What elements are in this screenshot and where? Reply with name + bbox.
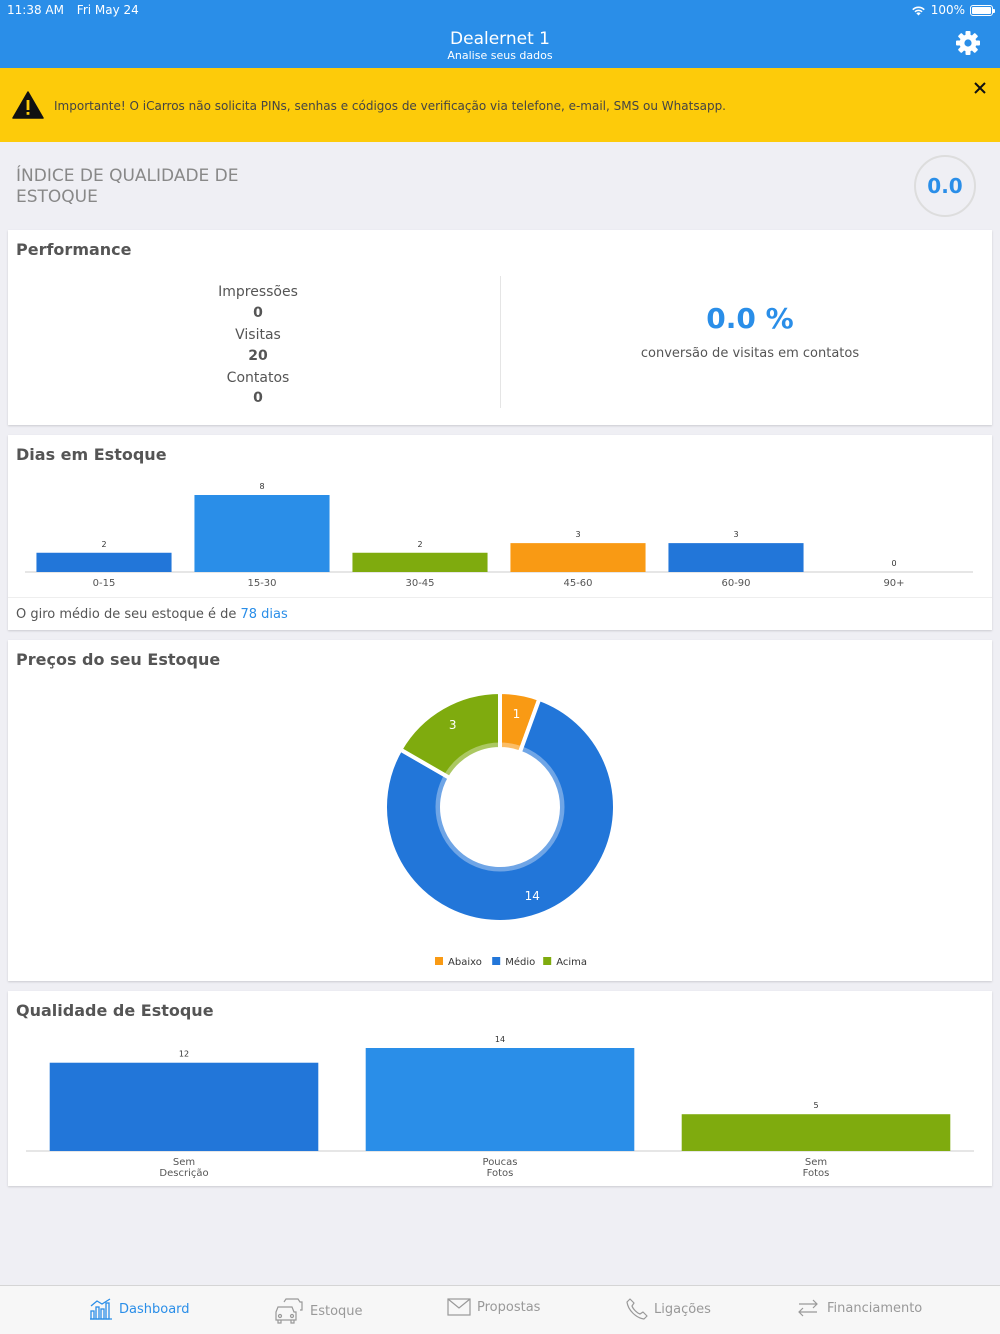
tab-bar: Dashboard Estoque Propostas Ligações: [0, 1285, 1000, 1334]
bar-value-label-0: 2: [101, 540, 106, 549]
bar-1: [365, 1048, 635, 1151]
warning-icon: [12, 91, 44, 119]
exchange-icon: [798, 1299, 818, 1317]
warning-banner: [0, 68, 1000, 142]
status-time: 11:38 AM: [7, 3, 64, 17]
bar-value-label-2: 5: [813, 1101, 818, 1110]
legend-swatch-abaixo: [435, 957, 443, 965]
tab-dashboard[interactable]: Dashboard: [89, 1298, 190, 1320]
tab-ligacoes[interactable]: Ligações: [626, 1298, 711, 1320]
stock-quality-card: Qualidade de Estoque 12 Sem Descrição 14 Pou…: [8, 991, 992, 1186]
contacts-value: 0: [253, 390, 263, 406]
bar-value-label-1: 14: [495, 1035, 505, 1044]
category-label-5: 90+: [883, 578, 904, 589]
bar-0: [36, 552, 172, 572]
visits-label: Visitas: [235, 327, 281, 343]
impressions-value: 0: [253, 305, 263, 321]
donut-label-acima: 3: [449, 718, 457, 732]
gear-icon[interactable]: [955, 30, 981, 56]
battery-icon: [970, 4, 995, 16]
days-in-stock-card: Dias em Estoque 2 0-15 8 15-30 2 30-45 3 45-60 3…: [8, 435, 992, 630]
legend-label-médio: Médio: [505, 956, 535, 968]
close-icon[interactable]: [972, 80, 988, 96]
category-label-0-0: Sem: [173, 1157, 195, 1168]
bar-0: [49, 1062, 319, 1151]
visits-value: 20: [248, 348, 268, 364]
impressions-label: Impressões: [218, 284, 298, 300]
legend-label-acima: Acima: [556, 957, 587, 968]
bar-value-label-0: 12: [179, 1050, 189, 1059]
bar-value-label-3: 3: [575, 530, 580, 539]
performance-divider: [500, 276, 501, 408]
app-title: Dealernet 1: [450, 29, 550, 49]
bar-4: [668, 543, 804, 572]
cars-icon: [275, 1298, 303, 1324]
bar-2: [352, 552, 488, 572]
tab-ligacoes-label: Ligações: [654, 1301, 711, 1317]
prices-title: Preços do seu Estoque: [16, 650, 221, 669]
bar-3: [510, 543, 646, 572]
wifi-icon: [911, 5, 925, 15]
stock-quality-title: Qualidade de Estoque: [16, 1001, 214, 1020]
envelope-icon: [447, 1298, 471, 1316]
contacts-label: Contatos: [226, 370, 290, 386]
status-date: Fri May 24: [76, 3, 139, 17]
legend-swatch-médio: [492, 957, 501, 965]
top-bar: 11:38 AM Fri May 24 100% Dealernet 1 Ana…: [0, 0, 1000, 68]
bar-value-label-1: 8: [259, 482, 264, 491]
giro-separator: [8, 597, 992, 598]
donut-hole: [443, 750, 557, 864]
tab-financiamento[interactable]: Financiamento: [795, 1298, 922, 1318]
giro-text: O giro médio de seu estoque é de 78 dias: [16, 607, 288, 622]
category-label-2: 30-45: [405, 578, 434, 589]
category-label-0-1: Descrição: [159, 1168, 208, 1179]
performance-card: Performance Impressões 0 Visitas 20 Cont…: [8, 230, 992, 425]
donut-slice-médio: [383, 696, 617, 924]
performance-title: Performance: [16, 240, 132, 259]
tab-estoque[interactable]: Estoque: [274, 1298, 363, 1324]
tab-financiamento-label: Financiamento: [827, 1300, 923, 1316]
prices-card: Preços do seu Estoque 1 14 3 Abaixo Médio Aci…: [8, 640, 992, 981]
category-label-3: 45-60: [563, 578, 592, 589]
tab-propostas[interactable]: Propostas: [447, 1298, 540, 1316]
bar-1: [194, 495, 330, 572]
category-label-2-0: Sem: [805, 1157, 827, 1168]
category-label-1: 15-30: [247, 578, 276, 589]
battery-percent: 100%: [930, 3, 965, 17]
status-bar-right: 100%: [911, 3, 995, 17]
warning-banner-text: Importante! O iCarros não solicita PINs,…: [54, 99, 726, 113]
bar-2: [681, 1114, 951, 1151]
tab-propostas-label: Propostas: [477, 1299, 541, 1315]
donut-inner-ring: [435, 742, 565, 872]
phone-icon: [626, 1298, 648, 1320]
category-label-0: 0-15: [93, 578, 116, 589]
category-label-1-1: Fotos: [487, 1168, 514, 1179]
dashboard-icon: [90, 1298, 112, 1320]
category-label-4: 60-90: [721, 578, 750, 589]
bar-value-label-4: 3: [733, 530, 738, 539]
days-in-stock-title: Dias em Estoque: [16, 445, 167, 464]
bar-value-label-2: 2: [417, 540, 422, 549]
quality-index-title: ÍNDICE DE QUALIDADE DE ESTOQUE: [16, 166, 239, 207]
quality-index-value: 0.0: [914, 155, 976, 217]
conversion-label: conversão de visitas em contatos: [640, 346, 860, 361]
status-bar-left: 11:38 AM Fri May 24: [7, 3, 148, 17]
legend-swatch-acima: [543, 957, 552, 965]
category-label-2-1: Fotos: [803, 1168, 830, 1179]
days-in-stock-chart: 2 0-15 8 15-30 2 30-45 3 45-60 3 60-90 0 90+: [25, 482, 973, 589]
donut-label-médio: 14: [525, 889, 540, 903]
tab-dashboard-label: Dashboard: [119, 1301, 190, 1317]
giro-days[interactable]: 78 dias: [240, 607, 288, 622]
donut-slice-acima: [397, 689, 502, 781]
prices-donut-chart: 1 14 3 Abaixo Médio Acima: [383, 689, 617, 968]
app-subtitle: Analise seus dados: [447, 49, 553, 62]
tab-estoque-label: Estoque: [310, 1303, 363, 1319]
bar-value-label-5: 0: [891, 559, 896, 568]
donut-label-abaixo: 1: [513, 707, 521, 721]
legend-label-abaixo: Abaixo: [448, 957, 482, 968]
category-label-1-0: Poucas: [483, 1157, 518, 1168]
giro-prefix: O giro médio de seu estoque é de: [16, 607, 241, 622]
conversion-percent: 0.0 %: [706, 302, 794, 335]
